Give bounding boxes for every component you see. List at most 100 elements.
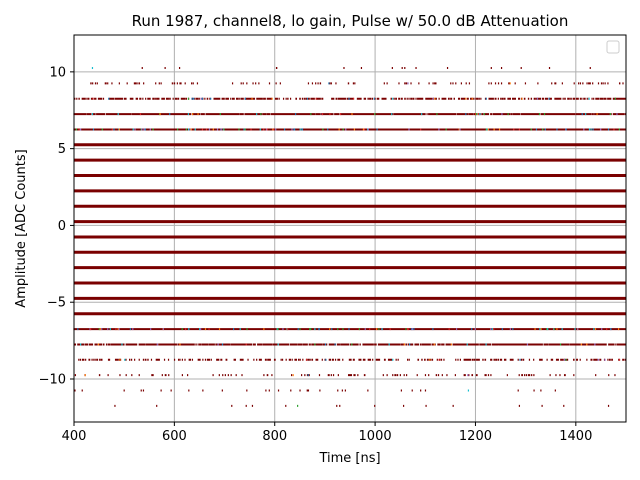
data-point	[353, 128, 356, 131]
data-point	[179, 343, 181, 346]
data-point	[455, 328, 458, 331]
data-point	[92, 128, 95, 131]
data-point	[374, 113, 376, 116]
data-point	[465, 97, 467, 100]
data-point	[539, 328, 541, 331]
data-point	[373, 97, 375, 100]
data-point	[334, 343, 336, 346]
data-point	[297, 404, 299, 407]
data-point	[544, 128, 546, 131]
data-point	[519, 358, 521, 361]
data-point	[293, 128, 295, 131]
data-point	[246, 328, 248, 331]
data-point	[295, 113, 297, 116]
data-point	[169, 113, 171, 116]
data-point	[479, 113, 481, 116]
data-point	[458, 128, 460, 131]
data-point	[329, 328, 331, 331]
data-point	[617, 328, 620, 331]
data-point	[407, 82, 409, 85]
data-point	[159, 113, 161, 116]
data-point	[403, 343, 405, 346]
data-point	[117, 328, 119, 331]
data-point	[474, 328, 476, 331]
data-point	[210, 97, 212, 100]
data-point	[78, 128, 80, 131]
data-point	[187, 113, 190, 116]
data-point	[593, 328, 595, 331]
data-point	[507, 113, 509, 116]
data-point	[220, 128, 222, 131]
data-point	[328, 82, 330, 85]
data-point	[411, 328, 413, 331]
data-point	[345, 128, 347, 131]
data-point	[108, 97, 110, 100]
data-point	[471, 328, 473, 331]
ticks: 400 600 800 1000 1200 1400 −10 −5 0 5 10	[39, 65, 593, 444]
data-point	[101, 128, 103, 131]
data-point	[321, 113, 324, 116]
data-point	[610, 328, 612, 331]
data-point	[221, 343, 224, 346]
data-point	[134, 128, 136, 131]
data-point	[432, 97, 434, 100]
data-point	[367, 128, 369, 131]
data-point	[90, 328, 92, 331]
data-point	[84, 374, 86, 377]
data-point	[121, 343, 123, 346]
data-point	[150, 328, 152, 331]
data-point	[526, 343, 529, 346]
data-point	[77, 328, 79, 331]
data-point	[208, 328, 210, 331]
data-point	[498, 128, 501, 131]
data-point	[490, 328, 492, 331]
y-tick-label: 10	[49, 65, 66, 80]
data-point	[314, 328, 316, 331]
data-point	[466, 343, 468, 346]
data-point	[590, 128, 592, 131]
data-point	[129, 328, 132, 331]
data-point	[565, 128, 567, 131]
data-point	[276, 328, 278, 331]
data-point	[614, 97, 616, 100]
data-point	[583, 128, 585, 131]
y-tick-label: 0	[58, 219, 66, 234]
data-point	[337, 328, 339, 331]
data-point	[538, 113, 541, 116]
data-point	[286, 328, 288, 331]
data-point	[327, 128, 329, 131]
data-point	[594, 328, 597, 331]
data-point	[565, 358, 567, 361]
data-point	[310, 113, 312, 116]
data-point	[530, 128, 532, 131]
data-point	[144, 128, 146, 131]
y-axis-label: Amplitude [ADC Counts]	[14, 149, 29, 307]
data-point	[348, 328, 350, 331]
y-tick-label: −10	[39, 373, 66, 388]
data-point	[314, 343, 316, 346]
data-point	[277, 343, 279, 346]
data-point	[408, 128, 410, 131]
data-point	[99, 328, 101, 331]
data-point	[438, 358, 440, 361]
data-point	[271, 97, 273, 100]
data-point	[563, 358, 566, 361]
data-point	[367, 128, 369, 131]
data-point	[604, 358, 606, 361]
data-point	[543, 113, 546, 116]
data-point	[152, 128, 154, 131]
data-point	[192, 113, 194, 116]
data-point	[80, 343, 82, 346]
data-level-points	[141, 67, 591, 70]
data-point	[291, 128, 293, 131]
data-point	[218, 328, 221, 331]
data-point	[292, 374, 294, 377]
data-point	[132, 328, 134, 331]
data-point	[176, 128, 179, 131]
data-point	[315, 97, 317, 100]
data-point	[601, 328, 603, 331]
data-point	[518, 128, 521, 131]
data-point	[534, 328, 536, 331]
data-point	[392, 358, 394, 361]
